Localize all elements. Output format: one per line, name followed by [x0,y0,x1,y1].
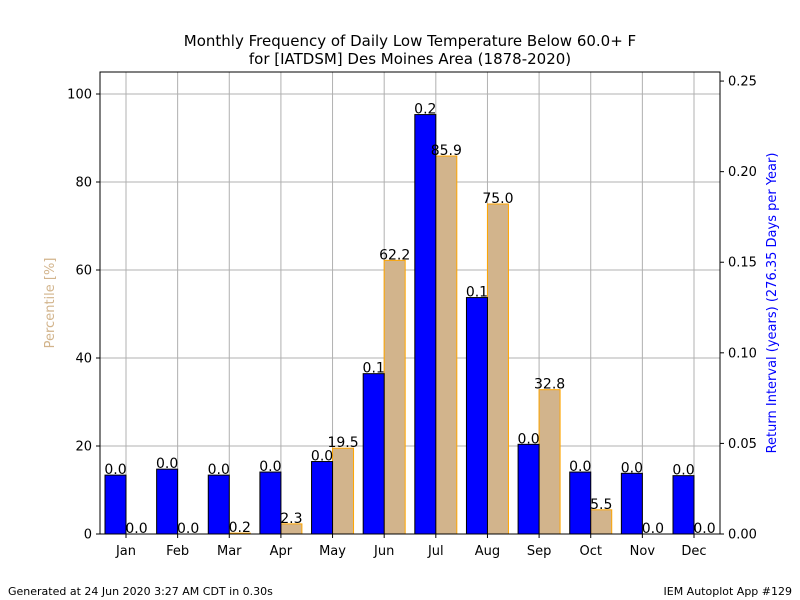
y-left-tick-label: 100 [67,88,92,103]
bar-return-interval [569,471,592,535]
bar-return-interval [207,474,230,535]
bar-percentile [486,203,509,535]
x-tick-label: Mar [217,544,242,559]
bar-label-percentile: 19.5 [327,435,358,451]
x-tick-label: Apr [270,544,293,559]
bar-return-interval [672,475,695,535]
bar-return-interval [517,443,540,535]
bar-return-interval [259,471,282,535]
bar-label-percentile: 32.8 [534,377,565,393]
bar-return-interval [156,468,179,535]
bar-label-percentile: 2.3 [280,511,302,527]
bar-return-interval [465,297,488,535]
bar-label-return-interval: 0.0 [208,462,230,478]
footer-generated: Generated at 24 Jun 2020 3:27 AM CDT in … [8,585,273,598]
y-left-tick-label: 40 [75,352,92,367]
bar-label-percentile: 85.9 [431,143,462,159]
bar-return-interval [414,114,437,535]
x-tick-label: Aug [475,544,500,559]
y-left-tick-label: 80 [75,176,92,191]
y-right-tick-label: 0.10 [728,346,757,361]
y-right-tick-label: 0.20 [728,165,757,180]
bar-label-return-interval: 0.0 [259,459,281,475]
x-tick-label: Jan [115,544,136,559]
bars [104,114,695,535]
bar-label-percentile: 62.2 [379,247,410,263]
x-tick-label: Dec [681,544,706,559]
y-left-tick-label: 60 [75,264,92,279]
bar-return-interval [311,461,334,535]
y-left-tick-label: 20 [75,440,92,455]
bar-percentile [538,389,561,535]
bar-label-percentile: 0.0 [125,521,147,537]
x-tick-label: Oct [579,544,601,559]
footer-app-id: IEM Autoplot App #129 [663,585,793,598]
chart-title: Monthly Frequency of Daily Low Temperatu… [184,32,636,50]
bar-label-return-interval: 0.0 [672,463,694,479]
y-left-tick-label: 0 [84,528,92,543]
bar-percentile [435,155,458,535]
bar-label-percentile: 0.2 [229,520,251,536]
bar-percentile [332,447,355,535]
x-tick-label: Nov [630,544,656,559]
x-tick-label: May [319,544,346,559]
bar-label-percentile: 0.0 [693,521,715,537]
y-right-tick-label: 0.15 [728,256,757,271]
x-tick-label: Sep [527,544,552,559]
bar-label-return-interval: 0.0 [569,459,591,475]
bar-label-return-interval: 0.1 [466,285,488,301]
y-axis-left-label: Percentile [%] [43,258,58,349]
bar-label-return-interval: 0.2 [414,102,436,118]
bar-label-return-interval: 0.0 [104,462,126,478]
bar-label-percentile: 75.0 [482,191,513,207]
axes: 0 20 40 60 80 100 0.00 0.05 0.10 0.15 0.20 0.25 Jan F… [67,75,757,559]
y-right-tick-label: 0.25 [728,75,757,90]
bar-return-interval [104,474,127,535]
plot-frame [99,71,721,535]
y-right-tick-label: 0.05 [728,437,757,452]
bar-label-return-interval: 0.0 [311,449,333,465]
bar-label-return-interval: 0.0 [156,456,178,472]
y-axis-right-label: Return Interval (years) (276.35 Days per… [765,153,780,454]
bar-labels: 0.0 0.0 0.0 0.0 0.0 0.1 0.2 0.1 0.0 0.0 0.0 0.0 0.0 0… [104,102,715,537]
bar-label-percentile: 5.5 [590,497,612,513]
bar-return-interval [362,373,385,535]
bar-label-percentile: 0.0 [642,521,664,537]
x-tick-label: Jun [373,544,394,559]
x-tick-label: Jul [427,544,444,559]
bar-label-return-interval: 0.0 [621,460,643,476]
bar-percentile [383,259,406,535]
x-tick-label: Feb [166,544,189,559]
bar-percentile [590,509,613,535]
bar-label-return-interval: 0.0 [517,431,539,447]
bar-label-return-interval: 0.1 [363,361,385,377]
chart-subtitle: for [IATDSM] Des Moines Area (1878-2020) [249,50,571,68]
y-right-tick-label: 0.00 [728,528,757,543]
bar-return-interval [620,472,643,535]
bar-label-percentile: 0.0 [177,521,199,537]
